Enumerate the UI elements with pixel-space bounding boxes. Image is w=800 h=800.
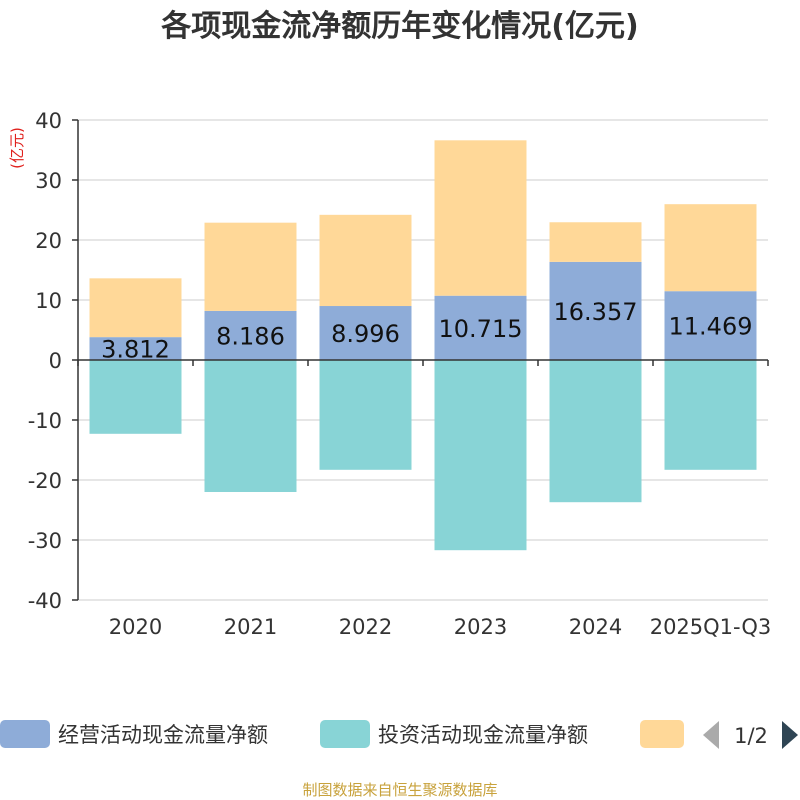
- legend-next-arrow-icon[interactable]: [782, 721, 798, 749]
- data-label: 3.812: [101, 336, 170, 364]
- data-label: 8.186: [216, 322, 285, 350]
- legend-label-operating[interactable]: 经营活动现金流量净额: [58, 723, 268, 747]
- y-tick-label: 20: [35, 229, 62, 253]
- y-tick-label: 10: [35, 289, 62, 313]
- source-note: 制图数据来自恒生聚源数据库: [302, 781, 497, 799]
- legend: 经营活动现金流量净额 投资活动现金流量净额 1/2: [0, 720, 798, 749]
- bar-series1-2021[interactable]: [204, 360, 297, 492]
- chart-title: 各项现金流净额历年变化情况(亿元): [160, 9, 638, 44]
- bar-series1-2024[interactable]: [549, 360, 642, 503]
- data-label: 16.357: [554, 298, 638, 326]
- bar-series2-2022[interactable]: [319, 214, 412, 307]
- legend-swatch-third[interactable]: [640, 720, 684, 748]
- legend-prev-arrow-icon[interactable]: [703, 721, 719, 749]
- legend-page-indicator: 1/2: [734, 724, 768, 748]
- bar-series0-2025Q1-Q3[interactable]: [664, 291, 757, 360]
- data-label: 10.715: [439, 315, 523, 343]
- bar-series1-2025Q1-Q3[interactable]: [664, 360, 757, 470]
- x-tick-label: 2025Q1-Q3: [650, 615, 772, 639]
- y-tick-label: 40: [35, 109, 62, 133]
- legend-swatch-operating[interactable]: [0, 720, 50, 748]
- axes: 40 30 20 10 0 -10 -20 -30 -40 2020 2021 2022 2023 202…: [28, 109, 772, 639]
- bar-series0-2020[interactable]: [89, 337, 182, 360]
- bar-series2-2025Q1-Q3[interactable]: [664, 204, 757, 292]
- bar-series0-2023[interactable]: [434, 295, 527, 360]
- y-tick-label: -20: [28, 469, 62, 493]
- bar-series2-2020[interactable]: [89, 278, 182, 338]
- data-label: 8.996: [331, 320, 400, 348]
- y-tick-label: 0: [49, 349, 62, 373]
- bar-series0-2022[interactable]: [319, 306, 412, 360]
- bar-series1-2023[interactable]: [434, 360, 527, 551]
- y-axis-unit: (亿元): [8, 127, 26, 169]
- x-tick-label: 2020: [109, 615, 162, 639]
- x-tick-label: 2024: [569, 615, 622, 639]
- x-tick-label: 2021: [224, 615, 277, 639]
- bar-series2-2023[interactable]: [434, 140, 527, 296]
- bar-series1-2020[interactable]: [89, 360, 182, 434]
- x-tick-label: 2022: [339, 615, 392, 639]
- data-labels: 3.812 8.186 8.996 10.715 16.357 11.469: [101, 298, 752, 364]
- y-tick-label: -40: [28, 589, 62, 613]
- bar-series2-2021[interactable]: [204, 222, 297, 311]
- legend-label-investing[interactable]: 投资活动现金流量净额: [378, 723, 588, 747]
- x-tick-label: 2023: [454, 615, 507, 639]
- y-tick-label: 30: [35, 169, 62, 193]
- y-tick-label: -30: [28, 529, 62, 553]
- data-label: 11.469: [669, 313, 753, 341]
- bar-series1-2022[interactable]: [319, 360, 412, 470]
- bars: [89, 140, 757, 551]
- bar-series0-2021[interactable]: [204, 310, 297, 360]
- y-tick-label: -10: [28, 409, 62, 433]
- bar-series0-2024[interactable]: [549, 261, 642, 360]
- legend-swatch-investing[interactable]: [320, 720, 370, 748]
- bar-series2-2024[interactable]: [549, 222, 642, 262]
